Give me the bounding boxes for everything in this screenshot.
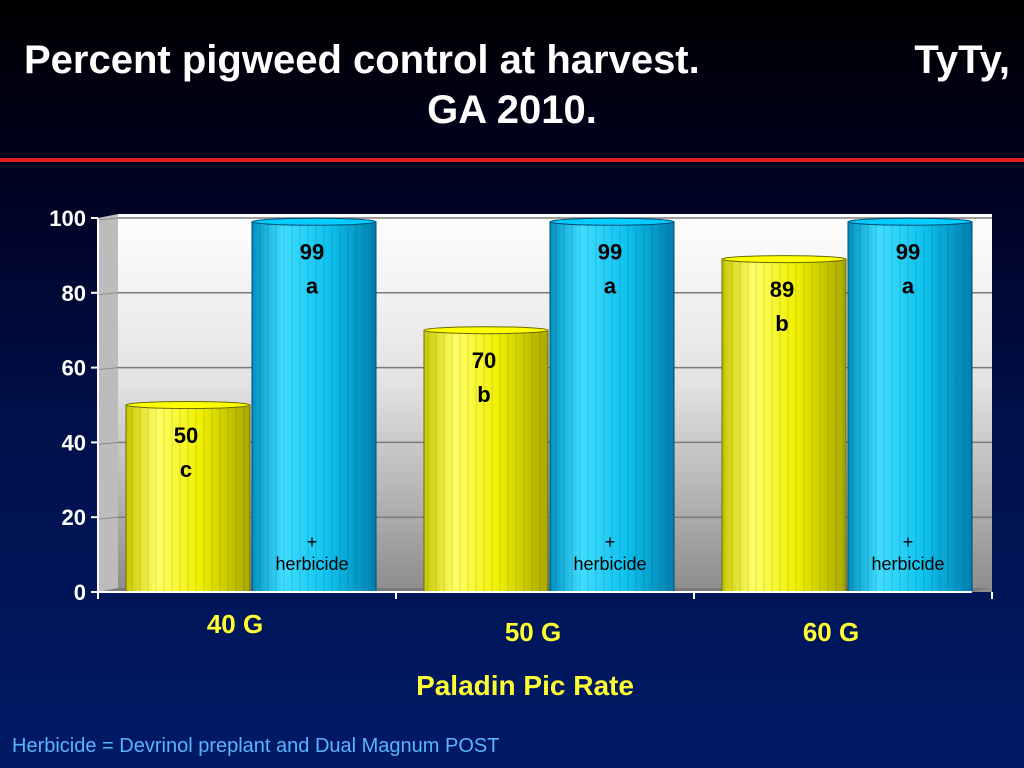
- bar-texture: [722, 259, 846, 592]
- plot-side-wall: [98, 214, 118, 592]
- bar-texture: [550, 221, 674, 593]
- bar-note-herbicide: herbicide: [871, 554, 944, 574]
- gridline-side: [97, 367, 119, 371]
- y-tick-label: 20: [62, 505, 86, 530]
- bar-value-label: 50: [174, 423, 198, 448]
- bar-cap: [549, 217, 675, 226]
- y-tick-label: 80: [62, 281, 86, 306]
- bar-letter-label: b: [477, 382, 490, 407]
- bar-value-label: 89: [770, 277, 794, 302]
- title-location: TyTy,: [914, 38, 1010, 82]
- footnote: Herbicide = Devrinol preplant and Dual M…: [12, 735, 500, 757]
- bar-letter-label: a: [902, 274, 915, 299]
- y-tick-label: 0: [74, 580, 86, 605]
- gridline-side: [97, 516, 119, 520]
- x-category-label: 50 G: [505, 617, 561, 647]
- bar-texture: [252, 221, 376, 593]
- title-state-year: GA 2010.: [427, 88, 597, 132]
- bar-cap: [251, 217, 377, 226]
- title-divider: [0, 158, 1024, 162]
- bar-value-label: 70: [472, 348, 496, 373]
- x-axis: 40 G 50 G 60 G Paladin Pic Rate: [97, 591, 993, 701]
- bar-texture: [126, 405, 250, 592]
- bar-note-plus: +: [903, 532, 914, 552]
- bar-texture: [424, 330, 548, 592]
- x-category-label: 40 G: [207, 609, 263, 639]
- bar-cap: [847, 217, 973, 226]
- y-tick-label: 40: [62, 430, 86, 455]
- bar-letter-label: a: [604, 274, 617, 299]
- bar-texture: [848, 221, 972, 593]
- gridline-side: [97, 292, 119, 296]
- bar-letter-label: a: [306, 274, 319, 299]
- y-axis: 0 20 40 60 80 100: [49, 206, 99, 605]
- bar-letter-label: c: [180, 457, 192, 482]
- bar-value-label: 99: [300, 240, 324, 265]
- bar-value-label: 99: [896, 240, 920, 265]
- bar-note-plus: +: [307, 532, 318, 552]
- x-axis-title: Paladin Pic Rate: [416, 670, 634, 701]
- y-tick-label: 60: [62, 356, 86, 381]
- bar-note-herbicide: herbicide: [573, 554, 646, 574]
- bar-note-herbicide: herbicide: [275, 554, 348, 574]
- bar-letter-label: b: [775, 311, 788, 336]
- bar-value-label: 99: [598, 240, 622, 265]
- bar-cap: [721, 255, 847, 264]
- x-category-label: 60 G: [803, 617, 859, 647]
- bars: 50c99a+herbicide70b99a+herbicide89b99a+h…: [125, 217, 973, 593]
- bar-cap: [423, 326, 549, 335]
- gridline-side: [97, 217, 119, 221]
- bar-note-plus: +: [605, 532, 616, 552]
- gridline-side: [97, 441, 119, 445]
- y-tick-label: 100: [49, 206, 86, 231]
- bar-cap: [125, 401, 251, 409]
- title-main: Percent pigweed control at harvest.: [24, 38, 700, 82]
